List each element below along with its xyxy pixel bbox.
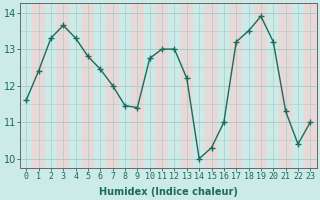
Bar: [144, 3, 156, 168]
Bar: [304, 3, 316, 168]
Bar: [292, 3, 304, 168]
Bar: [205, 3, 218, 168]
Bar: [20, 3, 32, 168]
Bar: [57, 3, 69, 168]
Bar: [255, 3, 267, 168]
Bar: [131, 3, 144, 168]
Bar: [180, 3, 193, 168]
Bar: [119, 3, 131, 168]
Bar: [82, 3, 94, 168]
Bar: [279, 3, 292, 168]
Bar: [32, 3, 45, 168]
Bar: [242, 3, 255, 168]
Bar: [230, 3, 242, 168]
Bar: [267, 3, 279, 168]
Bar: [193, 3, 205, 168]
X-axis label: Humidex (Indice chaleur): Humidex (Indice chaleur): [99, 187, 238, 197]
Bar: [218, 3, 230, 168]
Bar: [168, 3, 180, 168]
Bar: [107, 3, 119, 168]
Bar: [94, 3, 107, 168]
Bar: [156, 3, 168, 168]
Bar: [69, 3, 82, 168]
Bar: [45, 3, 57, 168]
